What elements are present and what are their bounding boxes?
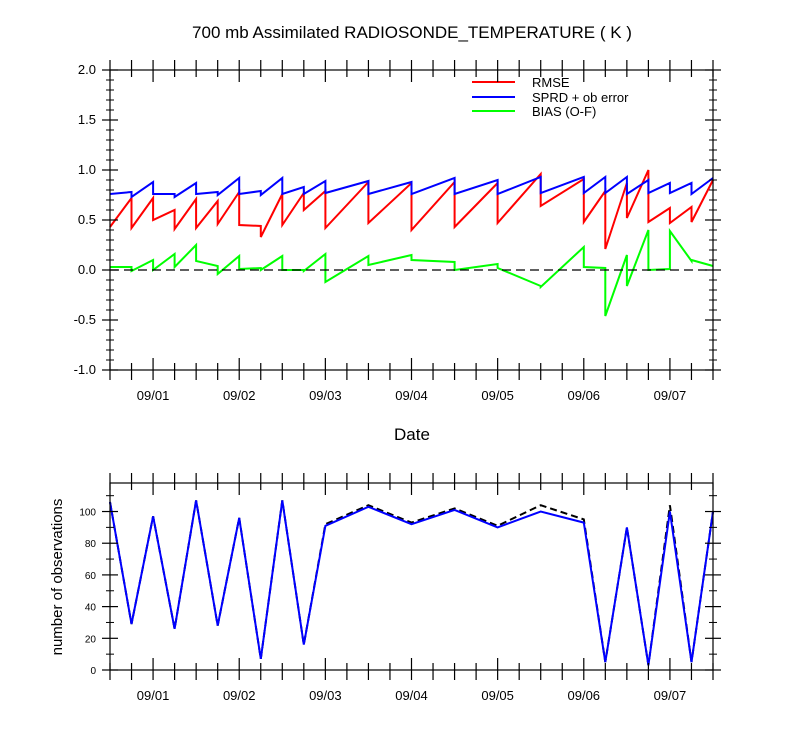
top-series-sprd-ob-error <box>109 175 714 199</box>
bottom-x-tick-label: 09/07 <box>654 688 687 703</box>
top-y-tick-label: -0.5 <box>74 312 96 327</box>
top-x-tick-label: 09/04 <box>395 388 428 403</box>
top-x-tick-label: 09/02 <box>223 388 256 403</box>
top-series-rmse <box>109 169 714 250</box>
top-x-tick-label: 09/03 <box>309 388 342 403</box>
bottom-y-tick-label: 0 <box>90 666 96 677</box>
top-y-tick-label: 1.0 <box>78 162 96 177</box>
top-series-bias-o-f <box>110 227 714 317</box>
legend-label-bias: BIAS (O-F) <box>532 104 596 119</box>
bottom-y-tick-label: 20 <box>85 634 97 645</box>
bottom-x-tick-label: 09/05 <box>481 688 514 703</box>
top-x-tick-label: 09/01 <box>137 388 170 403</box>
bottom-plot-area: 09/01 09/02 09/03 09/04 09/05 09/06 09/07 0 20 40… <box>79 473 721 703</box>
bottom-y-tick-label: 80 <box>85 539 97 550</box>
top-y-tick-label: 0.0 <box>78 262 96 277</box>
chart-title: 700 mb Assimilated RADIOSONDE_TEMPERATUR… <box>192 23 632 42</box>
bottom-series-assimilated <box>109 500 714 666</box>
legend-label-rmse: RMSE <box>532 75 570 90</box>
top-y-tick-label: -1.0 <box>74 362 96 377</box>
bottom-x-tick-label: 09/06 <box>568 688 601 703</box>
bottom-x-tick-label: 09/01 <box>137 688 170 703</box>
bottom-y-tick-label: 60 <box>85 571 97 582</box>
top-x-tick-label: 09/06 <box>568 388 601 403</box>
legend: RMSE SPRD + ob error BIAS (O-F) <box>472 75 629 119</box>
top-y-tick-label: 1.5 <box>78 112 96 127</box>
top-y-tick-label: 0.5 <box>78 212 96 227</box>
bottom-y-tick-label: 100 <box>79 508 96 519</box>
top-plot-area: 09/01 09/02 09/03 09/04 09/05 09/06 09/07 -1.0 -… <box>74 60 721 403</box>
bottom-x-tick-label: 09/02 <box>223 688 256 703</box>
top-x-tick-label: 09/05 <box>481 388 514 403</box>
y-axis-label-observations: number of observations <box>49 499 66 656</box>
bottom-plot-frame <box>109 482 714 671</box>
top-y-tick-label: 2.0 <box>78 62 96 77</box>
bottom-y-tick-label: 40 <box>85 603 97 614</box>
top-x-tick-label: 09/07 <box>654 388 687 403</box>
legend-label-sprd: SPRD + ob error <box>532 90 629 105</box>
x-axis-label: Date <box>394 425 430 444</box>
bottom-x-tick-label: 09/03 <box>309 688 342 703</box>
bottom-x-tick-label: 09/04 <box>395 688 428 703</box>
